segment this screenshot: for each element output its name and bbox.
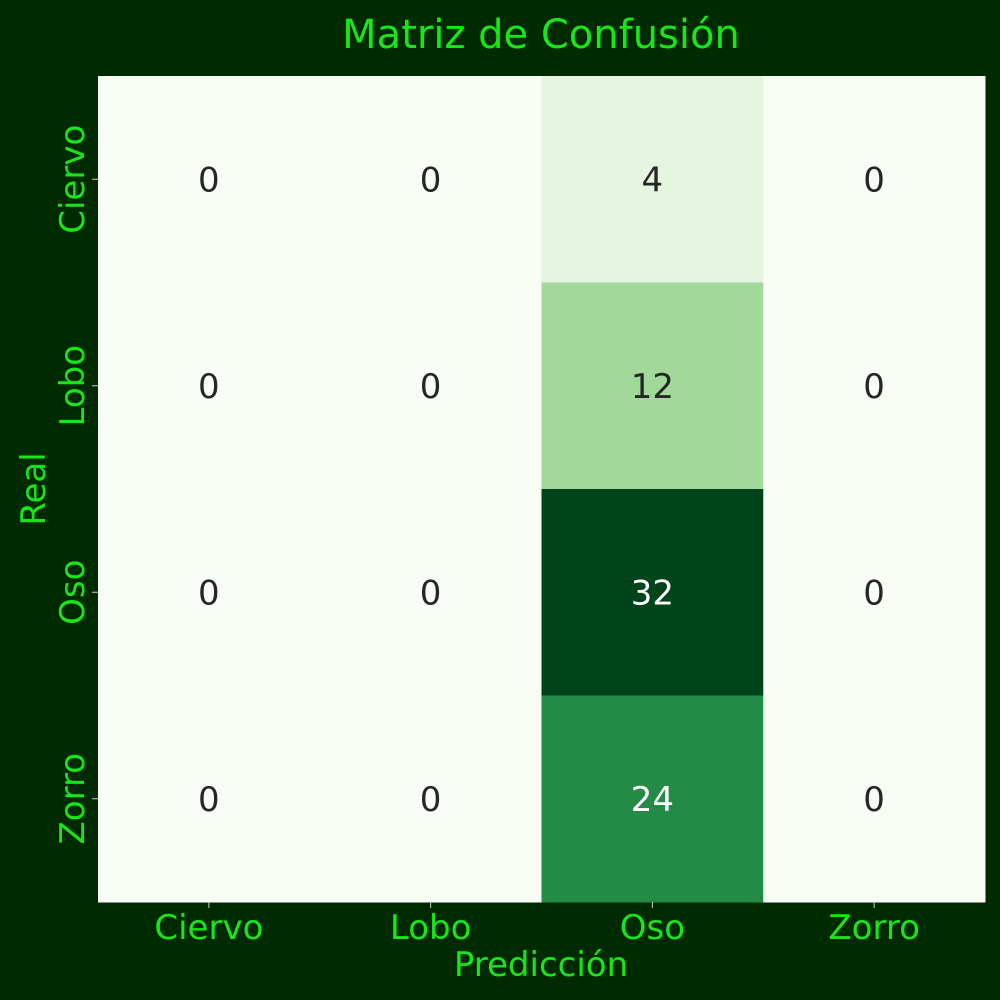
cell-value-label: 0: [863, 160, 885, 200]
heatmap-cell: [763, 282, 986, 490]
x-tick-label: Oso: [620, 908, 685, 948]
x-tick-label: Ciervo: [154, 908, 263, 948]
heatmap-cells: 0 0 4 0 0 0 12 0 0 0 32 0 0 0 24 0: [98, 76, 986, 903]
heatmap-cell: [98, 489, 321, 696]
y-tick-label: Oso: [53, 560, 93, 625]
heatmap-cell: [319, 489, 542, 696]
cell-value-label: 24: [631, 780, 674, 820]
y-tick-label: Zorro: [53, 753, 93, 845]
cell-value-label: 4: [642, 160, 664, 200]
cell-value-label: 0: [198, 573, 220, 613]
cell-value-label: 0: [420, 367, 442, 407]
heatmap-cell: [98, 695, 321, 903]
cell-value-label: 12: [631, 367, 674, 407]
heatmap-cell: [763, 489, 986, 696]
heatmap-cell: [763, 76, 986, 283]
heatmap-cell: [541, 489, 764, 696]
y-tick-label: Lobo: [53, 345, 93, 427]
cell-value-label: 0: [863, 367, 885, 407]
x-tick-label: Zorro: [828, 908, 920, 948]
y-axis-label: Real: [14, 452, 54, 525]
heatmap-cell: [98, 76, 321, 283]
heatmap-cell: [98, 282, 321, 490]
cell-value-label: 0: [420, 780, 442, 820]
heatmap-cell: [763, 695, 986, 903]
heatmap-cell: [319, 76, 542, 283]
cell-value-label: 0: [198, 160, 220, 200]
heatmap-cell: [541, 695, 764, 903]
cell-value-label: 0: [198, 780, 220, 820]
chart-title: Matriz de Confusión: [342, 12, 740, 58]
cell-value-label: 0: [420, 573, 442, 613]
axis-ticks: Ciervo Lobo Oso Zorro Ciervo Lobo Oso Zorro: [53, 125, 920, 948]
cell-value-label: 0: [198, 367, 220, 407]
cell-value-label: 0: [420, 160, 442, 200]
cell-value-label: 32: [631, 573, 674, 613]
heatmap-cell: [541, 76, 764, 283]
cell-value-label: 0: [863, 780, 885, 820]
heatmap-cell: [319, 282, 542, 490]
x-tick-label: Lobo: [390, 908, 472, 948]
x-axis-label: Predicción: [454, 945, 628, 985]
heatmap-cell: [319, 695, 542, 903]
heatmap-cell: [541, 282, 764, 490]
y-tick-label: Ciervo: [53, 125, 93, 234]
cell-value-label: 0: [863, 573, 885, 613]
